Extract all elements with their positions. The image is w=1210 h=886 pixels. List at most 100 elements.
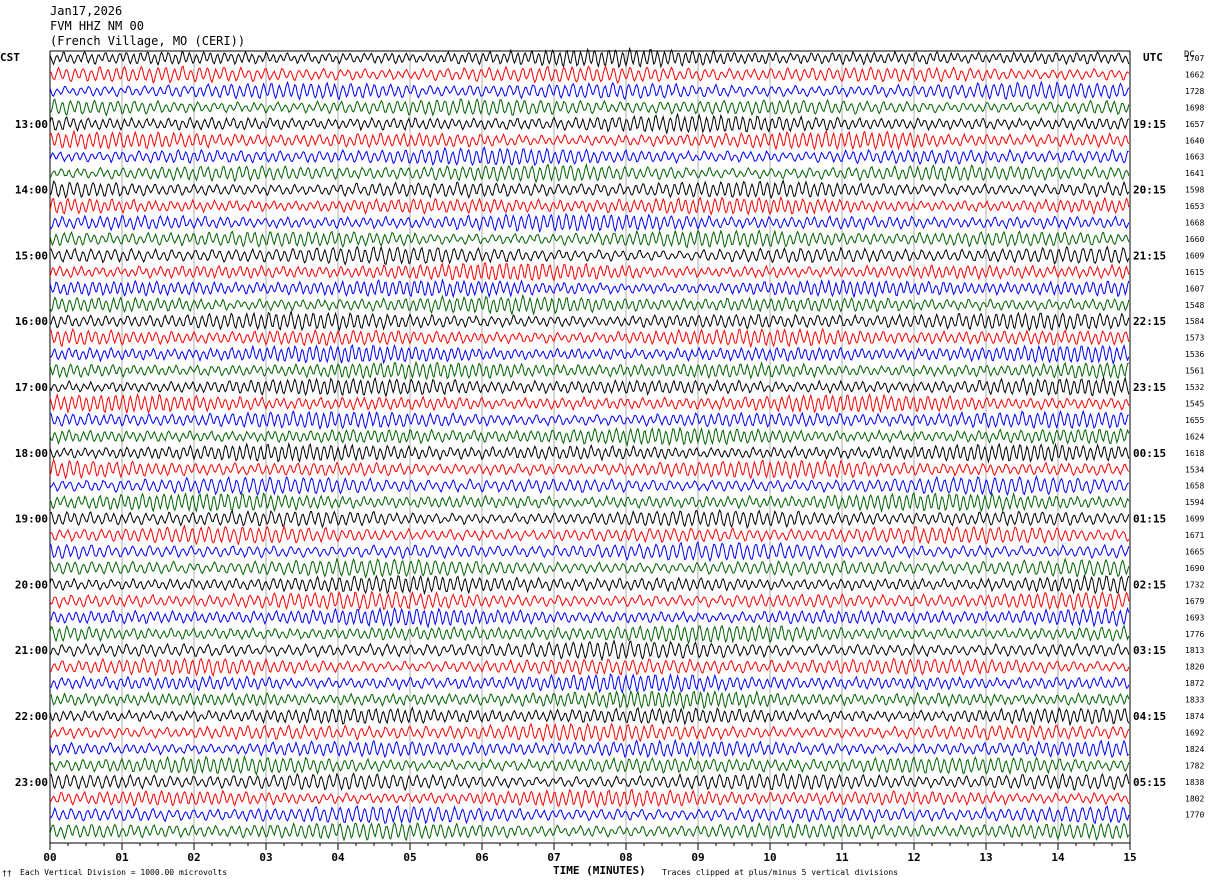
- dc-offset-value: 1607: [1185, 284, 1204, 293]
- trace-row: [49, 46, 1130, 69]
- trace-row: [49, 821, 1130, 842]
- trace-row: [49, 179, 1130, 200]
- dc-offset-value: 1782: [1185, 761, 1204, 770]
- right-hour-label: 05:15: [1133, 776, 1166, 789]
- left-hour-label: 18:00: [15, 447, 48, 460]
- dc-offset-value: 1802: [1185, 794, 1204, 803]
- trace-row: [49, 540, 1130, 563]
- dc-offset-value: 1668: [1185, 219, 1204, 228]
- trace-row: [49, 162, 1130, 184]
- dc-offset-value: 1707: [1185, 54, 1204, 63]
- right-hour-label: 19:15: [1133, 118, 1166, 131]
- trace-row: [49, 491, 1130, 514]
- dc-offset-value: 1728: [1185, 87, 1204, 96]
- plot-date: Jan17,2026: [50, 4, 123, 18]
- x-tick-label: 04: [331, 851, 345, 864]
- right-hour-label: 04:15: [1133, 710, 1166, 723]
- x-tick-label: 03: [259, 851, 272, 864]
- dc-offset-value: 1594: [1185, 498, 1204, 507]
- trace-row: [49, 657, 1130, 677]
- trace-row: [49, 262, 1130, 282]
- trace-row: [49, 64, 1130, 85]
- dc-offset-value: 1548: [1185, 301, 1204, 310]
- left-hour-label: 14:00: [15, 184, 48, 197]
- trace-row: [49, 212, 1130, 234]
- trace-row: [49, 722, 1130, 743]
- dc-offset-value: 1874: [1185, 712, 1204, 721]
- dc-offset-value: 1657: [1185, 120, 1204, 129]
- dc-offset-value: 1824: [1185, 745, 1204, 754]
- trace-row: [49, 689, 1130, 711]
- dc-offset-value: 1615: [1185, 268, 1204, 277]
- x-tick-label: 12: [907, 851, 920, 864]
- dc-offset-value: 1690: [1185, 564, 1204, 573]
- dc-offset-value: 1658: [1185, 482, 1204, 491]
- x-tick-label: 00: [43, 851, 56, 864]
- trace-row: [49, 639, 1130, 662]
- dc-offset-value: 1699: [1185, 515, 1204, 524]
- x-axis-title: TIME (MINUTES): [553, 864, 646, 877]
- dc-offset-value: 1624: [1185, 432, 1204, 441]
- dc-offset-value: 1573: [1185, 334, 1204, 343]
- dc-offset-value: 1618: [1185, 449, 1204, 458]
- scale-note: Each Vertical Division = 1000.00 microvo…: [20, 868, 228, 877]
- trace-row: [49, 195, 1130, 216]
- left-hour-label: 17:00: [15, 381, 48, 394]
- dc-offset-value: 1561: [1185, 367, 1204, 376]
- dc-offset-value: 1598: [1185, 186, 1204, 195]
- trace-row: [49, 360, 1129, 381]
- dc-offset-value: 1663: [1185, 153, 1204, 162]
- x-tick-label: 08: [619, 851, 632, 864]
- station-code: FVM HHZ NM 00: [50, 19, 144, 33]
- trace-row: [49, 738, 1130, 759]
- right-hour-label: 20:15: [1133, 184, 1166, 197]
- trace-row: [49, 98, 1130, 117]
- station-location: (French Village, MO (CERI)): [50, 34, 246, 48]
- right-hour-label: 02:15: [1133, 578, 1166, 591]
- x-tick-label: 09: [691, 851, 704, 864]
- trace-row: [49, 80, 1130, 101]
- dc-offset-value: 1536: [1185, 350, 1204, 359]
- left-hour-label: 13:00: [15, 118, 48, 131]
- trace-row: [49, 557, 1130, 579]
- trace-row: [49, 309, 1130, 333]
- trace-row: [49, 343, 1130, 366]
- x-tick-label: 06: [475, 851, 489, 864]
- x-tick-label: 15: [1123, 851, 1136, 864]
- trace-row: [49, 409, 1129, 431]
- trace-row: [49, 278, 1130, 299]
- dc-offset-value: 1655: [1185, 416, 1204, 425]
- trace-row: [49, 375, 1130, 398]
- right-hour-label: 23:15: [1133, 381, 1166, 394]
- trace-row: [49, 590, 1130, 612]
- x-tick-label: 10: [763, 851, 776, 864]
- trace-row: [49, 754, 1130, 777]
- clip-note: Traces clipped at plus/minus 5 vertical …: [662, 868, 899, 877]
- dc-offset-value: 1532: [1185, 383, 1204, 392]
- trace-row: [49, 293, 1130, 316]
- trace-row: [49, 393, 1130, 415]
- trace-row: [49, 229, 1130, 249]
- x-tick-label: 05: [403, 851, 416, 864]
- dc-offset-value: 1838: [1185, 778, 1204, 787]
- trace-row: [49, 508, 1130, 530]
- dc-offset-value: 1692: [1185, 728, 1204, 737]
- dc-offset-value: 1662: [1185, 70, 1204, 79]
- trace-row: [49, 573, 1130, 596]
- left-hour-label: 22:00: [15, 710, 48, 723]
- dc-column-label: DC: [1184, 50, 1195, 60]
- trace-row: [49, 706, 1130, 727]
- dc-offset-value: 1545: [1185, 399, 1204, 408]
- trace-row: [49, 245, 1130, 266]
- dc-offset-value: 1872: [1185, 679, 1204, 688]
- dc-offset-value: 1660: [1185, 235, 1204, 244]
- left-timezone-label: CST: [0, 51, 20, 64]
- dc-offset-value: 1833: [1185, 696, 1204, 705]
- trace-row: [49, 624, 1130, 645]
- dc-offset-value: 1820: [1185, 663, 1204, 672]
- trace-row: [49, 524, 1130, 546]
- dc-offset-value: 1671: [1185, 531, 1204, 540]
- trace-row: [49, 804, 1130, 825]
